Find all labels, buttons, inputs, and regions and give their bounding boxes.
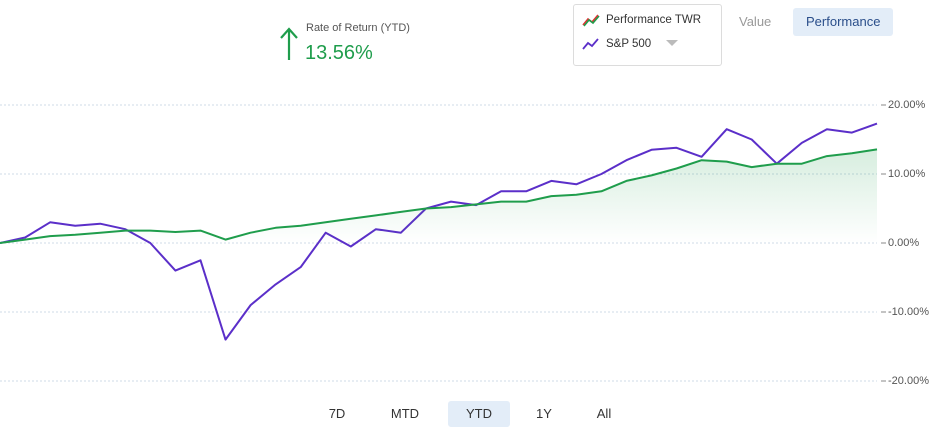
line — [0, 148, 878, 244]
ror-value: 13.56% — [305, 42, 373, 64]
range-button[interactable]: MTD — [390, 406, 420, 421]
view-toggle[interactable]: Value — [739, 14, 772, 29]
y-tick-label: 0.00% — [888, 237, 919, 249]
area-fade — [0, 149, 877, 243]
range-button[interactable]: 1Y — [536, 406, 552, 421]
legend[interactable]: Performance TWR S&P 500 — [573, 4, 722, 66]
view-toggle[interactable]: Performance — [793, 8, 894, 36]
legend-label: Performance TWR — [606, 14, 702, 26]
y-tick-label: -20.00% — [888, 375, 929, 387]
range-button[interactable]: YTD — [448, 401, 510, 427]
range-button[interactable]: 7D — [328, 406, 346, 421]
dropdown-caret[interactable] — [666, 40, 678, 48]
range-button[interactable]: All — [596, 406, 612, 421]
area — [0, 149, 877, 243]
up-arrow — [280, 27, 298, 60]
legend-label: S&P 500 — [606, 38, 652, 50]
y-tick-label: 20.00% — [888, 99, 926, 111]
chart: 20.00% 10.00% 0.00% -10.00% -20.00% — [0, 99, 929, 387]
legend-icon — [582, 38, 599, 50]
y-tick-label: -10.00% — [888, 306, 929, 318]
legend-icon — [582, 14, 600, 27]
y-tick-label: 10.00% — [888, 168, 926, 180]
ror-label: Rate of Return (YTD) — [306, 22, 410, 34]
